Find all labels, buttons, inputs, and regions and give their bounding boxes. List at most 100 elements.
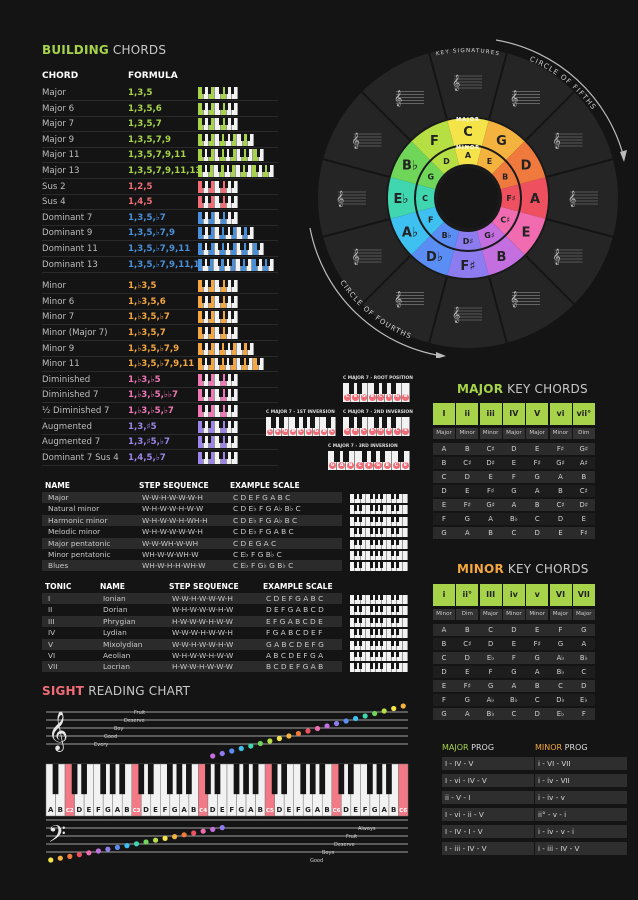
black-key bbox=[207, 373, 212, 381]
chord-row: Minor 11 1,♭3,5,♭7,9,11 bbox=[42, 357, 278, 373]
chord-formula: 1,♭3,5,♭7,9,11 bbox=[128, 359, 195, 370]
key-note: F♯ bbox=[486, 487, 495, 495]
piano-key-label: A bbox=[381, 806, 387, 814]
key-note: G bbox=[441, 710, 447, 718]
key-note: C♯ bbox=[556, 501, 565, 509]
table-cell: Blues bbox=[48, 561, 69, 571]
treble-mnemonic: Good bbox=[104, 734, 117, 740]
black-key bbox=[398, 451, 404, 462]
white-key bbox=[232, 118, 238, 131]
major-key-segment bbox=[390, 211, 430, 255]
white-key bbox=[360, 528, 366, 538]
key-note: F♯ bbox=[463, 501, 471, 509]
key-note: G bbox=[534, 473, 540, 481]
chord-keyboard bbox=[198, 358, 264, 371]
white-key bbox=[230, 165, 236, 177]
white-key bbox=[403, 640, 408, 650]
white-key bbox=[397, 663, 403, 673]
major-key-label: A♭ bbox=[402, 226, 418, 241]
key-note: B bbox=[581, 473, 587, 481]
key-note: C bbox=[581, 668, 587, 676]
inversion-key: G bbox=[360, 383, 369, 402]
treble-note-dot bbox=[257, 740, 263, 747]
black-key bbox=[207, 405, 212, 413]
black-key bbox=[370, 451, 377, 462]
inversion-note: B bbox=[385, 428, 393, 435]
inversion-key: G bbox=[282, 417, 290, 436]
chord-keyboard bbox=[198, 102, 238, 115]
bass-mnemonic: Deserve bbox=[334, 842, 355, 848]
inversion-note: G bbox=[282, 428, 289, 435]
black-key bbox=[395, 663, 400, 669]
black-key bbox=[358, 617, 363, 624]
bass-note-dot bbox=[181, 832, 187, 838]
major-key-segment bbox=[390, 141, 430, 185]
black-key bbox=[358, 606, 363, 612]
key-row-bg bbox=[433, 443, 596, 455]
inversion-note: C bbox=[394, 428, 401, 435]
chord-row: Major 13 1,3,5,7,9,11,13 bbox=[42, 164, 278, 179]
piano-key-label: A bbox=[181, 806, 187, 814]
chord-formula: 1,4,5,♭7 bbox=[128, 452, 166, 463]
table-row: Major pentatonic W-W-WH-W-WH C D E G A C bbox=[42, 537, 342, 549]
minor-key-label: G bbox=[427, 173, 434, 182]
black-key bbox=[294, 417, 300, 428]
piano-black-key bbox=[186, 764, 192, 795]
chord-formula: 1,3,5 bbox=[128, 88, 153, 98]
key-row-bg bbox=[433, 638, 596, 650]
svg-text:𝄞: 𝄞 bbox=[510, 91, 518, 107]
wheel-spoke bbox=[322, 218, 390, 238]
table-cell: Ionian bbox=[103, 594, 126, 603]
black-key bbox=[230, 436, 234, 444]
black-key bbox=[390, 417, 396, 428]
key-signature-staff: 𝄞 bbox=[394, 291, 424, 307]
table-row: III Phrygian H-W-W-W-H-W-W E F G A B C D E bbox=[42, 615, 342, 627]
table-row: Melodic minor W-H-W-W-W-W-H C D E♭ F G A B… bbox=[42, 526, 342, 537]
inversion-note: C bbox=[392, 461, 400, 469]
black-key bbox=[380, 494, 384, 500]
black-key bbox=[353, 516, 357, 523]
major-key-label: G bbox=[496, 134, 507, 149]
black-key bbox=[207, 358, 211, 366]
minor-key-segment bbox=[500, 184, 520, 212]
black-key bbox=[358, 652, 363, 658]
bass-note-dot bbox=[67, 853, 73, 859]
black-key bbox=[230, 102, 234, 110]
black-key bbox=[218, 243, 222, 251]
chord-name: Augmented bbox=[42, 421, 92, 432]
table-cell: F G A B C D E F bbox=[266, 628, 323, 638]
chord-name: Major 6 bbox=[42, 103, 75, 114]
white-key bbox=[397, 528, 403, 538]
numeral-cell: IV bbox=[502, 403, 525, 425]
black-key bbox=[343, 451, 349, 462]
black-key bbox=[207, 258, 211, 266]
black-key bbox=[358, 562, 363, 568]
black-key bbox=[219, 405, 223, 413]
table-header: EXAMPLE SCALE bbox=[263, 582, 333, 591]
chord-name: Minor 11 bbox=[42, 359, 80, 370]
chord-keyboard bbox=[198, 373, 238, 386]
black-key bbox=[358, 663, 363, 669]
chord-formula: 1,2,5 bbox=[128, 181, 153, 192]
piano-key-label: E bbox=[353, 806, 358, 814]
major-prog-title: MAJOR PROG bbox=[442, 743, 494, 752]
chord-row: Dominant 7 Sus 4 1,4,5,♭7 bbox=[42, 451, 278, 466]
white-key bbox=[231, 243, 237, 255]
black-key bbox=[256, 243, 261, 251]
key-note: G bbox=[464, 515, 470, 523]
minor-key-segment bbox=[431, 147, 460, 174]
treble-note-dot bbox=[276, 735, 282, 742]
chord-name: Minor (Major 7) bbox=[42, 328, 108, 338]
table-cell: WH-W-W-WH-W bbox=[142, 550, 199, 559]
key-note: E bbox=[535, 445, 540, 453]
white-key bbox=[209, 227, 215, 240]
chord-name: Minor 6 bbox=[42, 296, 75, 307]
table-cell: Dorian bbox=[103, 605, 128, 615]
key-note: E bbox=[465, 668, 470, 676]
minor-key-label: G♯ bbox=[484, 231, 495, 240]
piano-black-key bbox=[271, 764, 278, 795]
black-key bbox=[202, 420, 206, 428]
white-key bbox=[259, 243, 264, 255]
black-key bbox=[353, 606, 357, 612]
